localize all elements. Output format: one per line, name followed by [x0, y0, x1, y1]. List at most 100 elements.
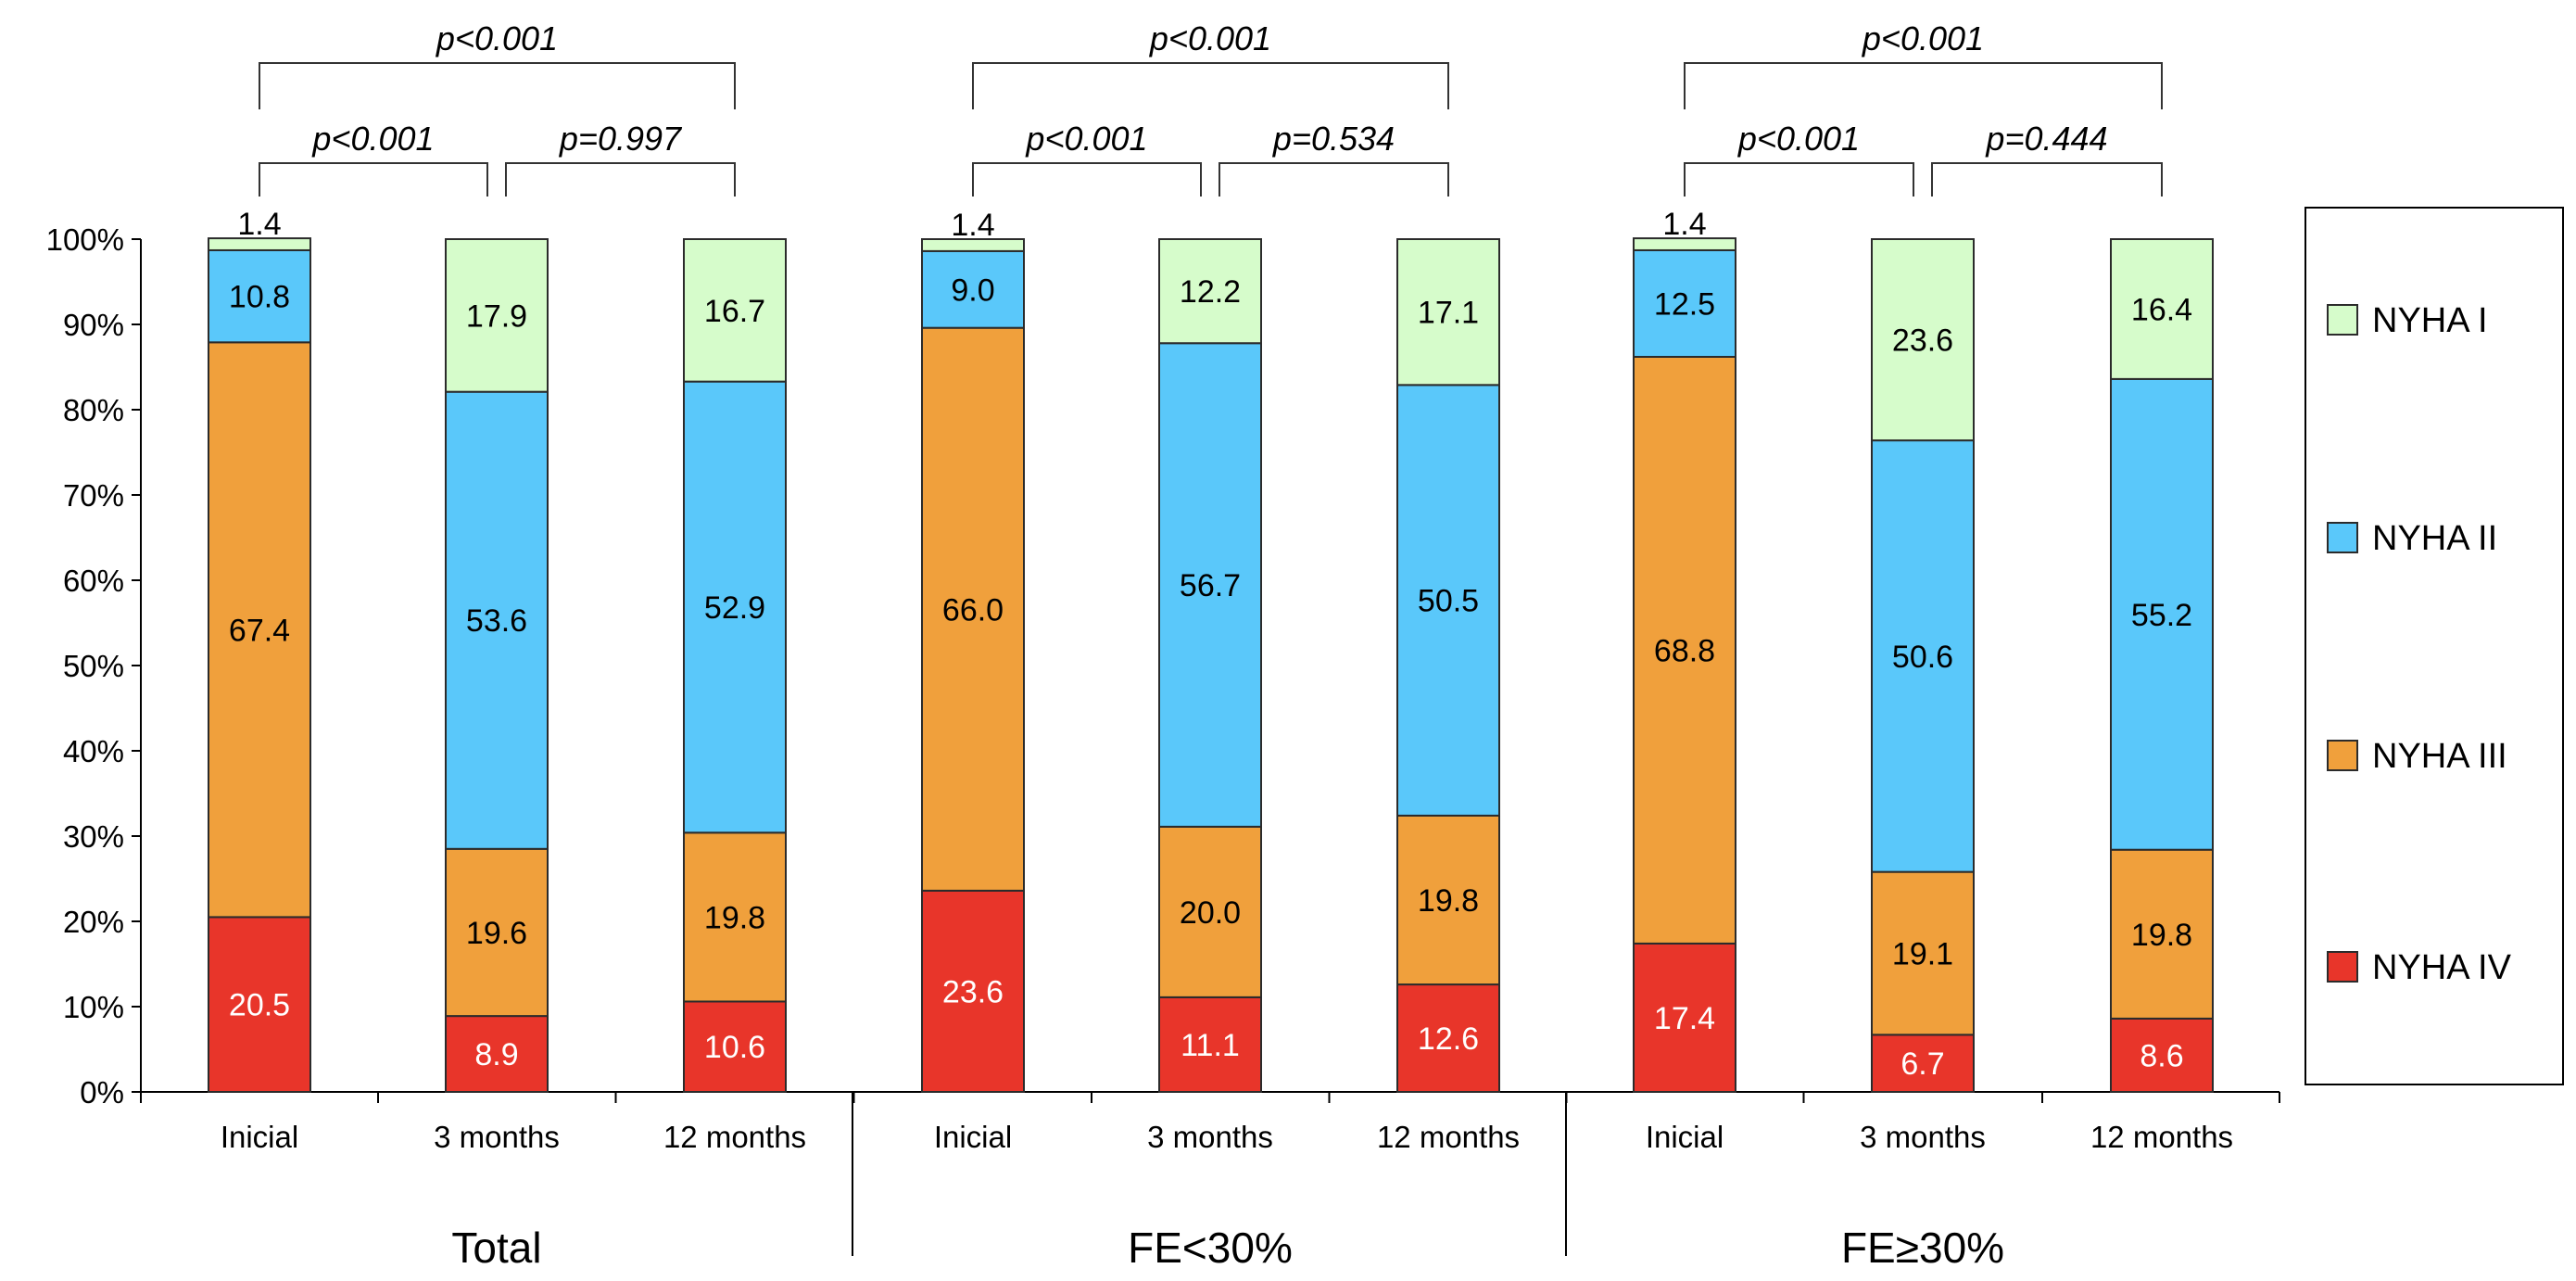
bar-segment-nyha-iii	[683, 831, 787, 1003]
x-tick-label: Inicial	[934, 1120, 1012, 1154]
bar-segment-nyha-iii	[2110, 848, 2214, 1020]
bar-segment-nyha-i	[1633, 237, 1736, 251]
data-label: 12.6	[1418, 1021, 1479, 1057]
p-value-brackets: p<0.001 p<0.001 p=0.997 p<0.001 p<0.001 p=0.5…	[259, 19, 2163, 197]
data-label: 17.9	[466, 298, 527, 334]
data-label: 8.9	[474, 1037, 518, 1072]
x-tick-label: Inicial	[221, 1120, 298, 1154]
data-label: 16.7	[704, 294, 765, 329]
bar-segment-nyha-i	[683, 238, 787, 383]
bar-segment-nyha-i	[208, 237, 311, 251]
data-label: 10.8	[229, 280, 290, 315]
p-value-bracket	[259, 62, 736, 109]
data-label: 23.6	[1892, 323, 1953, 359]
data-label: 68.8	[1654, 633, 1715, 668]
legend-swatch	[2327, 951, 2358, 983]
y-tick-label: 40%	[63, 734, 124, 768]
p-value-bracket	[505, 162, 736, 197]
bar-segment-nyha-ii	[1396, 384, 1500, 817]
p-value-label: p=0.997	[559, 120, 683, 158]
data-label: 19.8	[2131, 918, 2192, 953]
p-value-label: p=0.534	[1272, 120, 1395, 158]
data-label: 55.2	[2131, 598, 2192, 633]
p-value-label: p=0.444	[1985, 120, 2107, 158]
p-value-bracket	[1684, 162, 1914, 197]
bar-segment-nyha-i	[1871, 238, 1975, 442]
x-tick-label: 12 months	[1377, 1120, 1520, 1154]
data-label: 53.6	[466, 603, 527, 639]
group-label: FE<30%	[1128, 1224, 1293, 1272]
data-label: 1.4	[237, 207, 281, 242]
bar-segment-nyha-iv	[1633, 942, 1736, 1093]
p-value-label: p<0.001	[1025, 120, 1147, 158]
bar-segment-nyha-iv	[1396, 983, 1500, 1093]
bar-segment-nyha-iii	[445, 847, 549, 1018]
bar-segment-nyha-iv	[1871, 1034, 1975, 1093]
p-value-bracket	[1931, 162, 2163, 197]
data-label: 23.6	[942, 974, 1004, 1009]
y-tick-label: 60%	[63, 564, 124, 598]
data-label: 6.7	[1900, 1046, 1944, 1082]
bar-segment-nyha-i	[1158, 238, 1262, 345]
p-value-label: p<0.001	[311, 120, 434, 158]
data-label: 19.6	[466, 916, 527, 951]
p-value-label: p<0.001	[436, 19, 558, 57]
x-tick-label: 3 months	[1860, 1120, 1986, 1154]
group-label: Total	[451, 1224, 541, 1272]
y-tick-label: 10%	[63, 990, 124, 1024]
data-label: 66.0	[942, 592, 1004, 628]
legend-swatch	[2327, 304, 2358, 336]
bar-segment-nyha-i	[921, 238, 1025, 252]
data-label: 12.5	[1654, 286, 1715, 322]
bar-segment-nyha-ii	[1633, 248, 1736, 358]
bar-segment-nyha-ii	[445, 390, 549, 850]
bar-segment-nyha-i	[445, 238, 549, 393]
bars: 20.5 67.4 10.8 1.4 8.9 19.6 53.6 17.9 10.6 19.8 52…	[208, 207, 2214, 1094]
y-tick-label: 0%	[80, 1075, 124, 1110]
y-tick-label: 70%	[63, 478, 124, 513]
bar-segment-nyha-iii	[921, 326, 1025, 892]
bar-segment-nyha-ii	[921, 249, 1025, 329]
bar-segment-nyha-iv	[208, 916, 311, 1094]
legend-swatch	[2327, 740, 2358, 771]
data-label: 17.1	[1418, 296, 1479, 331]
data-label: 1.4	[951, 208, 994, 243]
data-label: 56.7	[1180, 568, 1241, 603]
data-label: 50.5	[1418, 584, 1479, 619]
legend-label: NYHA IV	[2372, 948, 2512, 987]
x-tick-label: Inicial	[1646, 1120, 1724, 1154]
bar-segment-nyha-i	[1396, 238, 1500, 387]
data-label: 11.1	[1181, 1028, 1240, 1063]
data-label: 17.4	[1654, 1001, 1715, 1036]
data-label: 19.8	[704, 900, 765, 935]
legend: NYHA I NYHA II NYHA III NYHA IV	[2305, 207, 2564, 1085]
data-label: 50.6	[1892, 640, 1953, 675]
data-label: 19.8	[1418, 883, 1479, 919]
y-tick-label: 90%	[63, 308, 124, 342]
x-tick-label: 12 months	[663, 1120, 806, 1154]
data-label: 12.2	[1180, 274, 1241, 310]
y-tick-label: 20%	[63, 905, 124, 939]
bar-segment-nyha-iv	[683, 1000, 787, 1093]
p-value-label: p<0.001	[1737, 120, 1860, 158]
legend-label: NYHA III	[2372, 737, 2507, 776]
p-value-bracket	[1219, 162, 1449, 197]
x-tick-label: 12 months	[2090, 1120, 2233, 1154]
legend-swatch	[2327, 522, 2358, 553]
bar-segment-nyha-ii	[208, 248, 311, 344]
bar-segment-nyha-ii	[1158, 342, 1262, 828]
p-value-label: p<0.001	[1149, 19, 1271, 57]
bar-segment-nyha-iii	[1396, 814, 1500, 986]
bar-segment-nyha-iii	[1633, 355, 1736, 945]
bar-segment-nyha-iii	[1871, 870, 1975, 1036]
y-tick-label: 80%	[63, 393, 124, 427]
p-value-label: p<0.001	[1862, 19, 1984, 57]
p-value-bracket	[259, 162, 488, 197]
data-label: 52.9	[704, 590, 765, 626]
bar-segment-nyha-i	[2110, 238, 2214, 380]
bar-segment-nyha-ii	[2110, 377, 2214, 851]
bar-segment-nyha-ii	[683, 380, 787, 834]
p-value-bracket	[972, 62, 1449, 109]
p-value-bracket	[1684, 62, 2163, 109]
